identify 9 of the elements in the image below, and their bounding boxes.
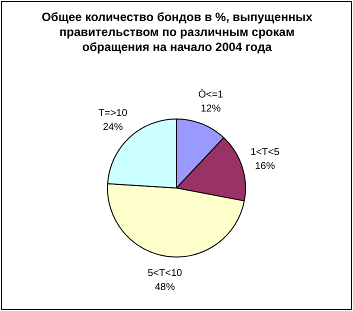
- chart-title: Общее количество бондов в %, выпущенных правительством по различным срокам обращения на начало 2004 года: [40, 10, 314, 55]
- slice-label: 1<T<5: [250, 147, 280, 158]
- data-label: 12%: [200, 103, 221, 114]
- slice-label: Ò<=1: [198, 88, 224, 100]
- data-label: 24%: [102, 122, 123, 133]
- slice-label: 5<T<10: [148, 268, 183, 280]
- data-label: 48%: [154, 282, 175, 294]
- data-label: 16%: [254, 161, 276, 172]
- slice-label: T=>10: [98, 108, 128, 119]
